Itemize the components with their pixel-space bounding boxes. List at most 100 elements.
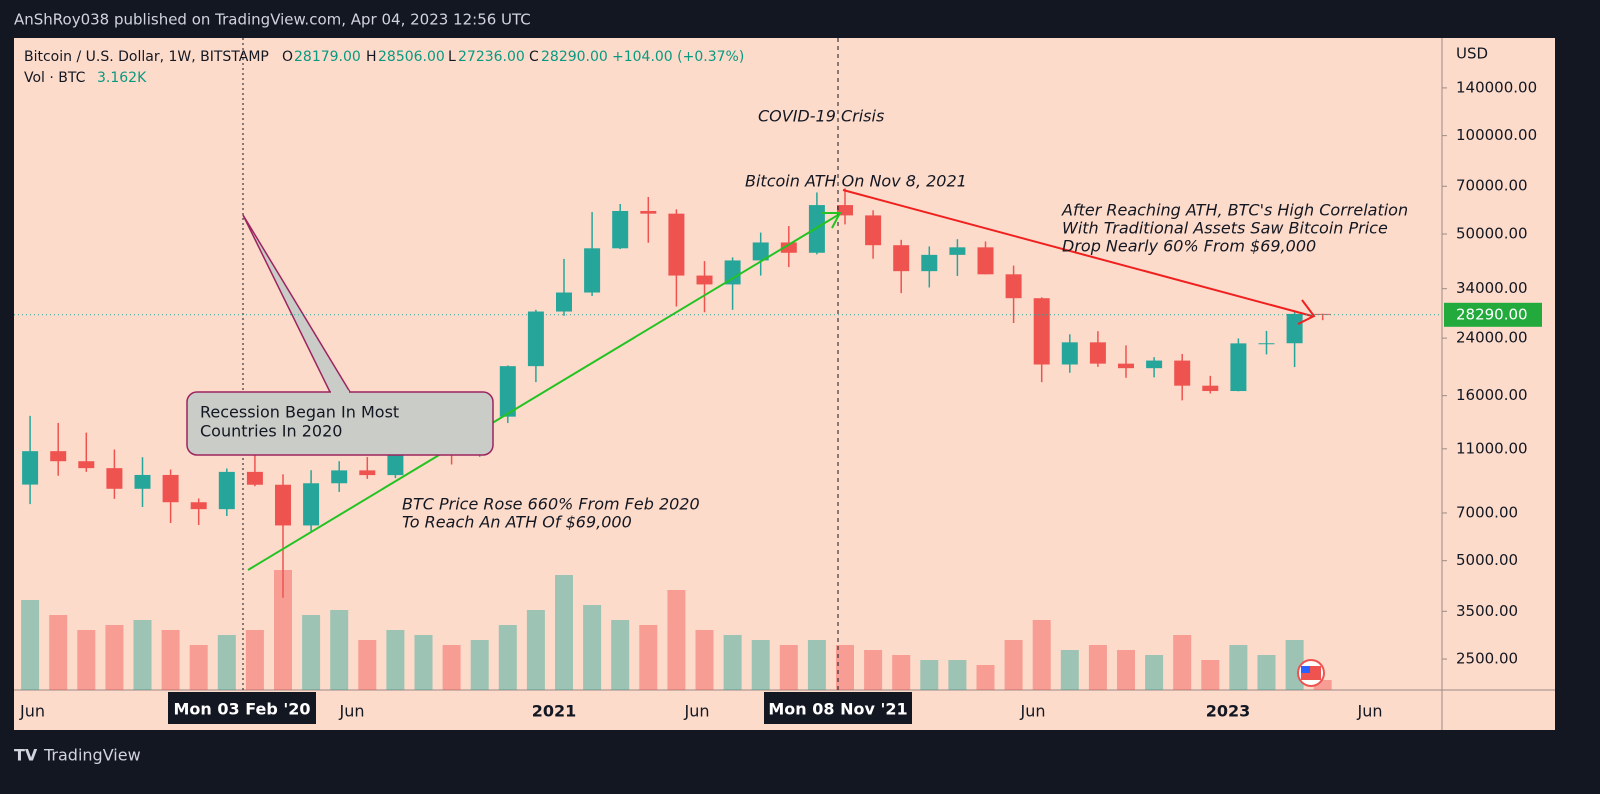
y-tick-label: 34000.00 <box>1456 279 1528 297</box>
annotation: After Reaching ATH, BTC's High Correlati… <box>1061 201 1408 220</box>
volume-bar <box>864 650 883 690</box>
candle-body <box>865 215 882 246</box>
x-tick-label: 2023 <box>1206 702 1251 721</box>
candle-body <box>246 471 263 485</box>
candle-body <box>949 247 966 255</box>
x-tick-label: Jun <box>1020 702 1046 721</box>
candle-body <box>1258 343 1275 345</box>
arrow-head <box>822 212 842 229</box>
chart-area <box>14 38 1555 730</box>
candle-body <box>331 470 348 484</box>
volume-bar <box>1145 655 1164 690</box>
candle-body <box>696 275 713 285</box>
legend-value: 27236.00 <box>458 49 525 65</box>
volume-bar <box>751 640 770 690</box>
legend-value: 28290.00 <box>541 49 608 65</box>
volume-bar <box>189 645 208 690</box>
volume-bar <box>1257 655 1276 690</box>
x-tick-label: Jun <box>339 702 365 721</box>
candle-body <box>359 470 376 476</box>
volume-bar <box>274 570 292 690</box>
last-price-tag <box>1444 302 1542 327</box>
candle-body <box>1033 298 1050 365</box>
candle-body <box>1174 360 1191 386</box>
volume-bar <box>611 620 630 690</box>
crosshair-label-bg <box>764 692 912 724</box>
candle-body <box>499 366 516 417</box>
annotation: To Reach An ATH Of $69,000 <box>402 513 632 532</box>
candle-body <box>527 311 544 367</box>
candle-body <box>724 260 741 285</box>
y-tick-label: 7000.00 <box>1456 503 1518 521</box>
volume-title: Vol · BTC <box>24 70 86 86</box>
y-tick-label: 24000.00 <box>1456 329 1528 347</box>
candle-body <box>808 205 825 253</box>
logo-mark: 𝗧𝗩 <box>14 746 38 765</box>
candle-body <box>303 483 320 526</box>
legend-prefix: O <box>282 49 293 65</box>
volume-bar <box>526 610 545 690</box>
candle-body <box>640 210 657 214</box>
volume-bar <box>1313 680 1332 690</box>
volume-bar <box>49 615 68 690</box>
y-tick-label: 70000.00 <box>1456 177 1528 195</box>
volume-bar <box>302 615 321 690</box>
volume-bar <box>77 630 96 690</box>
volume-bar <box>1060 650 1079 690</box>
candle-body <box>1146 360 1163 369</box>
volume-bar <box>442 645 461 690</box>
legend-symbol: Bitcoin / U.S. Dollar, 1W, BITSTAMP <box>24 49 269 65</box>
volume-bar <box>358 640 377 690</box>
volume-bar <box>807 640 826 690</box>
candle-body <box>275 484 291 526</box>
candle-body <box>556 292 572 312</box>
volume-bar <box>217 635 236 690</box>
y-tick-label: 3500.00 <box>1456 602 1518 620</box>
candle-body <box>837 205 853 216</box>
volume-bar <box>1004 640 1023 690</box>
crosshair-label-bg <box>168 692 316 724</box>
candle-body <box>22 451 39 485</box>
legend-change: +104.00 (+0.37%) <box>612 49 744 65</box>
x-tick-label: Mon 03 Feb '20 <box>173 700 310 719</box>
volume-bar <box>21 600 40 690</box>
legend-prefix: L <box>448 49 456 65</box>
legend-value: 28179.00 <box>294 49 361 65</box>
volume-bar <box>330 610 349 690</box>
volume-bar <box>1229 645 1248 690</box>
x-tick-label: Jun <box>19 702 45 721</box>
annotation: BTC Price Rose 660% From Feb 2020 <box>402 495 700 514</box>
volume-bar <box>976 665 995 690</box>
legend-prefix: H <box>366 49 377 65</box>
candle-body <box>1230 343 1247 392</box>
callout-text: Recession Began In Most <box>200 403 399 422</box>
candle-body <box>977 247 994 275</box>
candle-body <box>162 474 179 503</box>
y-tick-label: 50000.00 <box>1456 224 1528 242</box>
volume-bar <box>695 630 714 690</box>
candle-body <box>1286 313 1303 344</box>
volume-bar <box>667 590 686 690</box>
x-tick-label: Jun <box>684 702 710 721</box>
axes: 140000.00 100000.00 70000.00 50000.00 34000.… <box>14 78 1542 724</box>
volume-bar <box>555 575 573 690</box>
volume-bar <box>105 625 124 690</box>
annotation: COVID-19 Crisis <box>758 107 884 126</box>
candle-body <box>668 213 685 276</box>
candle-body <box>584 248 601 293</box>
brand: TradingView <box>43 746 141 765</box>
callout-text: Countries In 2020 <box>200 422 342 441</box>
volume-bar <box>245 630 264 690</box>
publish-info: AnShRoy038 published on TradingView.com,… <box>14 11 531 29</box>
candle-body <box>218 471 235 510</box>
candle-body <box>921 254 938 272</box>
legend-prefix: C <box>529 49 539 65</box>
y-tick-label: 5000.00 <box>1456 551 1518 569</box>
volume-bar <box>779 645 798 690</box>
volume-bar <box>414 635 433 690</box>
volume-bar <box>583 605 602 690</box>
currency: USD <box>1456 45 1488 63</box>
candle-body <box>78 461 95 469</box>
arrow-head <box>1297 299 1316 325</box>
